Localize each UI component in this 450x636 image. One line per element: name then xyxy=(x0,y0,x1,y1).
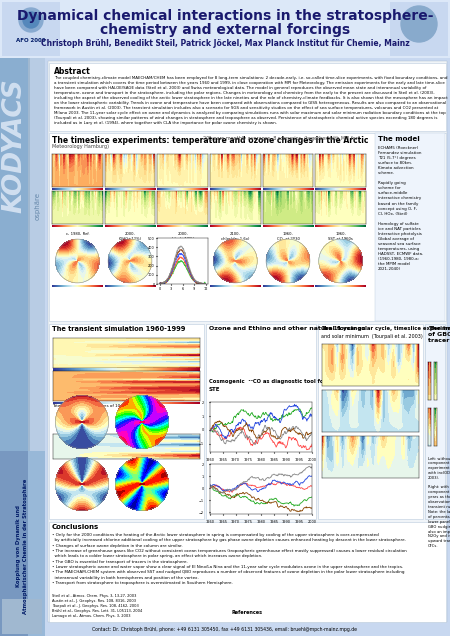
Bar xyxy=(49,522,446,622)
Bar xyxy=(49,63,446,131)
Text: Total ozone, zonal averages of 10day periods: Total ozone, zonal averages of 10day per… xyxy=(52,404,144,408)
Bar xyxy=(0,451,28,636)
Text: 2100,
chlor(dry 1.6x): 2100, chlor(dry 1.6x) xyxy=(221,232,249,240)
Text: chemistry and external forcings: chemistry and external forcings xyxy=(100,23,350,37)
Text: Dynamical chemical interactions in the stratosphere-: Dynamical chemical interactions in the s… xyxy=(17,9,433,23)
Text: ECHAM5 (Roeckner)
Fernandez simulation
T21 (5.7°) degrees
surface to 80km.
Kimot: ECHAM5 (Roeckner) Fernandez simulation T… xyxy=(378,146,423,271)
Text: Meteorology Hamburg): Meteorology Hamburg) xyxy=(52,144,109,149)
Text: and solar minimum  (Tourpali et al. 2003): and solar minimum (Tourpali et al. 2003) xyxy=(321,334,423,339)
Text: Steil et al., Atmos. Chem. Phys. 3, 13-27, 2003
Austin et al., J. Geophys. Res. : Steil et al., Atmos. Chem. Phys. 3, 13-2… xyxy=(52,594,142,618)
Text: The 11 year solar cycle, timeslice experiments for solar maximum: The 11 year solar cycle, timeslice exper… xyxy=(321,326,450,331)
Text: KODYACS: KODYACS xyxy=(1,79,27,213)
Bar xyxy=(49,324,204,519)
Bar xyxy=(318,324,423,519)
Text: References: References xyxy=(231,610,262,615)
Text: AFO 2000: AFO 2000 xyxy=(16,38,46,43)
Bar xyxy=(206,324,316,519)
Text: osphäre: osphäre xyxy=(35,192,41,220)
Text: The coupled chemistry-climate model MAECHAM/CHEM has been employed for 8 long-te: The coupled chemistry-climate model MAEC… xyxy=(54,76,448,125)
Text: Ozone and Ethino and other natural forcings: Ozone and Ethino and other natural forci… xyxy=(209,326,365,331)
Text: 1960,
SST at 1960s: 1960, SST at 1960s xyxy=(328,232,353,240)
Text: STE: STE xyxy=(209,387,220,392)
Bar xyxy=(0,0,450,58)
Bar xyxy=(0,0,45,636)
Bar xyxy=(375,133,445,321)
Circle shape xyxy=(401,6,437,42)
Bar xyxy=(49,133,446,321)
Circle shape xyxy=(19,8,43,32)
Text: Contact: Dr. Christoph Brühl, phone: +49 6131 305450, fax +49 6131 305436, email: Contact: Dr. Christoph Brühl, phone: +49… xyxy=(93,626,357,632)
Text: Cosmogenic  ¹⁴CO as diagnostic tool for: Cosmogenic ¹⁴CO as diagnostic tool for xyxy=(209,379,326,384)
Bar xyxy=(48,61,447,622)
Text: The timeslice experiments: temperature and ozone changes in the Arctic: The timeslice experiments: temperature a… xyxy=(52,136,369,145)
Text: 2000,
(GHG+12%): 2000, (GHG+12%) xyxy=(118,232,141,240)
Text: Left: without QBO
component of timeslice
experiment for early 90s
with inclODS (: Left: without QBO component of timeslice… xyxy=(428,456,450,548)
Bar xyxy=(390,2,448,56)
Text: c, 1980, Ref.: c, 1980, Ref. xyxy=(66,232,89,236)
Bar xyxy=(2,2,60,56)
Circle shape xyxy=(23,12,39,28)
Text: 1960,
CO₂ at 2030: 1960, CO₂ at 2030 xyxy=(277,232,299,240)
Text: Christoph Brühl, Benedikt Steil, Patrick Jöckel, Max Planck Institut für Chemie,: Christoph Brühl, Benedikt Steil, Patrick… xyxy=(40,39,410,48)
Bar xyxy=(0,451,45,636)
Bar xyxy=(28,0,30,636)
Text: The model: The model xyxy=(378,136,420,142)
Bar xyxy=(425,324,445,519)
Text: The transient simulation 1960-1999: The transient simulation 1960-1999 xyxy=(52,326,185,332)
Text: 20 years monthly averages, 8 scenarios, (together with MPI for: 20 years monthly averages, 8 scenarios, … xyxy=(200,136,358,141)
Text: Kopplung von Dynamik und
Atmosphärischer Chemie in der Stratosphäre: Kopplung von Dynamik und Atmosphärischer… xyxy=(16,478,28,614)
Bar xyxy=(2,599,42,634)
Bar xyxy=(0,0,30,636)
Text: 2000,
chlor(+12%): 2000, chlor(+12%) xyxy=(171,232,195,240)
Text: The importance
of GBO for
tracer transport: The importance of GBO for tracer transpo… xyxy=(428,326,450,343)
Text: Conclusions: Conclusions xyxy=(52,524,99,530)
Text: Abstract: Abstract xyxy=(54,67,91,76)
Text: • Only for the 2000 conditions the heating of the Arctic lower stratosphere in s: • Only for the 2000 conditions the heati… xyxy=(52,533,407,585)
